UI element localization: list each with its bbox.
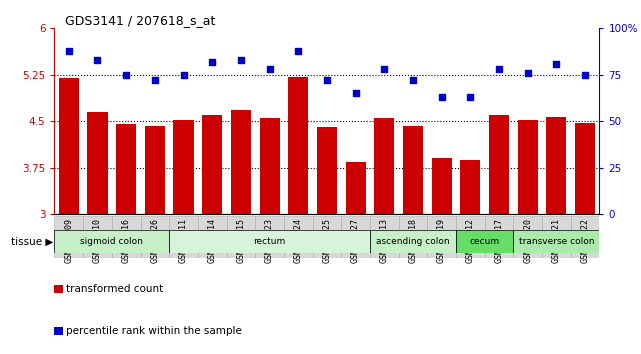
Point bbox=[207, 59, 217, 65]
Bar bbox=[54, 230, 169, 253]
Bar bbox=[145, 126, 165, 214]
Text: GSM234918: GSM234918 bbox=[408, 218, 417, 263]
Bar bbox=[546, 117, 567, 214]
Point bbox=[92, 57, 103, 63]
Text: GSM234919: GSM234919 bbox=[437, 218, 446, 263]
Bar bbox=[260, 118, 279, 214]
Text: GSM234915: GSM234915 bbox=[237, 218, 246, 263]
Bar bbox=[518, 120, 538, 214]
Text: GSM234924: GSM234924 bbox=[294, 218, 303, 263]
Text: GSM234922: GSM234922 bbox=[581, 218, 590, 263]
Bar bbox=[54, 216, 83, 258]
Text: GSM234926: GSM234926 bbox=[151, 218, 160, 263]
Bar bbox=[403, 126, 423, 214]
Bar bbox=[542, 216, 570, 258]
Bar bbox=[202, 115, 222, 214]
Point bbox=[351, 91, 361, 96]
Bar bbox=[370, 230, 456, 253]
Bar bbox=[374, 118, 394, 214]
Bar bbox=[198, 216, 226, 258]
Text: GSM234909: GSM234909 bbox=[64, 218, 73, 263]
Bar bbox=[83, 216, 112, 258]
Text: GSM234923: GSM234923 bbox=[265, 218, 274, 263]
Text: sigmoid colon: sigmoid colon bbox=[80, 237, 144, 246]
Bar bbox=[456, 230, 513, 253]
Text: rectum: rectum bbox=[253, 237, 286, 246]
Point bbox=[150, 78, 160, 83]
Text: GSM234911: GSM234911 bbox=[179, 218, 188, 263]
Bar bbox=[513, 216, 542, 258]
Text: GSM234921: GSM234921 bbox=[552, 218, 561, 263]
Point bbox=[322, 78, 332, 83]
Point bbox=[121, 72, 131, 78]
Text: GSM234916: GSM234916 bbox=[122, 218, 131, 263]
Text: GSM234914: GSM234914 bbox=[208, 218, 217, 263]
Bar bbox=[399, 216, 428, 258]
Bar bbox=[116, 124, 137, 214]
Bar bbox=[428, 216, 456, 258]
Bar bbox=[513, 230, 599, 253]
Text: transverse colon: transverse colon bbox=[519, 237, 594, 246]
Text: ascending colon: ascending colon bbox=[376, 237, 450, 246]
Bar bbox=[59, 78, 79, 214]
Bar bbox=[370, 216, 399, 258]
Point bbox=[265, 67, 275, 72]
Point bbox=[63, 48, 74, 53]
Text: GSM234910: GSM234910 bbox=[93, 218, 102, 263]
Point bbox=[293, 48, 303, 53]
Bar bbox=[575, 123, 595, 214]
Point bbox=[379, 67, 389, 72]
Point bbox=[178, 72, 188, 78]
Text: GSM234927: GSM234927 bbox=[351, 218, 360, 263]
Bar bbox=[112, 216, 140, 258]
Bar bbox=[255, 216, 284, 258]
Bar bbox=[489, 115, 509, 214]
Text: transformed count: transformed count bbox=[66, 284, 163, 294]
Point bbox=[236, 57, 246, 63]
Bar bbox=[169, 216, 198, 258]
Bar bbox=[317, 127, 337, 214]
Bar bbox=[431, 159, 452, 214]
Text: GSM234920: GSM234920 bbox=[523, 218, 532, 263]
Point bbox=[494, 67, 504, 72]
Bar bbox=[87, 112, 108, 214]
Bar bbox=[341, 216, 370, 258]
Point bbox=[522, 70, 533, 76]
Bar bbox=[345, 161, 365, 214]
Bar bbox=[313, 216, 341, 258]
Text: cecum: cecum bbox=[470, 237, 500, 246]
Bar bbox=[226, 216, 255, 258]
Bar bbox=[174, 120, 194, 214]
Text: percentile rank within the sample: percentile rank within the sample bbox=[66, 326, 242, 336]
Bar bbox=[485, 216, 513, 258]
Point bbox=[465, 94, 476, 100]
Text: GSM234925: GSM234925 bbox=[322, 218, 331, 263]
Bar bbox=[284, 216, 313, 258]
Text: GSM234913: GSM234913 bbox=[379, 218, 388, 263]
Text: tissue ▶: tissue ▶ bbox=[11, 236, 53, 247]
Bar bbox=[456, 216, 485, 258]
Text: GDS3141 / 207618_s_at: GDS3141 / 207618_s_at bbox=[65, 14, 216, 27]
Text: GSM234917: GSM234917 bbox=[494, 218, 503, 263]
Bar bbox=[54, 327, 63, 335]
Bar bbox=[460, 160, 480, 214]
Point bbox=[580, 72, 590, 78]
Bar bbox=[570, 216, 599, 258]
Point bbox=[551, 61, 562, 67]
Point bbox=[437, 94, 447, 100]
Bar bbox=[288, 77, 308, 214]
Bar bbox=[54, 285, 63, 293]
Bar bbox=[231, 110, 251, 214]
Point bbox=[408, 78, 418, 83]
Bar bbox=[140, 216, 169, 258]
Bar bbox=[169, 230, 370, 253]
Text: GSM234912: GSM234912 bbox=[466, 218, 475, 263]
